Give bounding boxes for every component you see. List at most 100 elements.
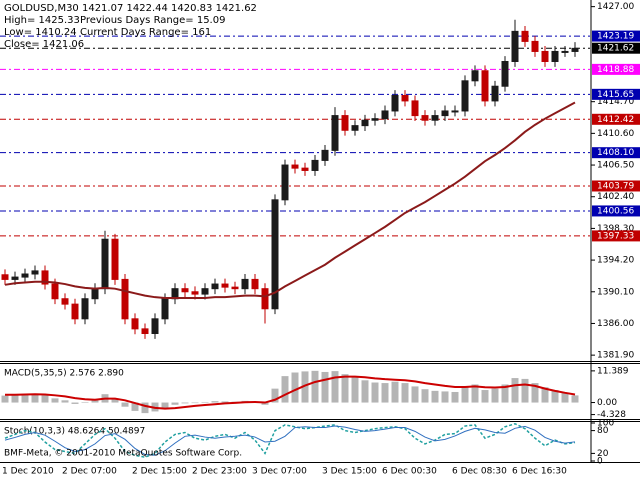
macd-bar [381, 383, 389, 403]
candle-body [371, 118, 379, 121]
y-tick-label: 1406.50 [597, 161, 634, 171]
candle-body [531, 40, 539, 52]
macd-bar [521, 378, 529, 403]
level-box [592, 63, 640, 75]
copyright: BMF-Meta, © 2001-2010 MetaQuotes Softwar… [4, 449, 242, 459]
close-label: Close= 1421.06 [4, 39, 84, 50]
level-box [592, 180, 640, 192]
macd-bar [181, 402, 189, 404]
macd-bar [401, 383, 409, 403]
candle-body [1, 274, 9, 280]
macd-bar [461, 387, 469, 403]
y-tick-label: 1394.20 [597, 256, 634, 266]
macd-bar [81, 401, 89, 403]
candle-body [111, 238, 119, 280]
level-label: 1400.56 [597, 206, 634, 216]
macd-bar [371, 382, 379, 403]
indicator-line [4, 425, 576, 456]
candle-body [141, 328, 149, 335]
candle-body [201, 288, 209, 295]
candle-body [251, 278, 259, 290]
macd-bar [11, 394, 19, 403]
level-box [592, 88, 640, 100]
level-label: 1421.62 [597, 44, 634, 54]
macd-bar [131, 402, 139, 411]
indicator-line [4, 422, 576, 458]
y-tick-label: 20 [597, 449, 609, 459]
candle-body [471, 70, 479, 82]
level-box [592, 30, 640, 42]
macd-bar [261, 402, 269, 405]
candle-body [551, 50, 559, 62]
candle-body [151, 318, 159, 334]
level-box [592, 230, 640, 242]
header: GOLDUSD,M30 1421.07 1422.44 1420.83 1421… [4, 3, 257, 50]
y-tick-label: 1386.00 [597, 319, 634, 329]
macd-bar [271, 388, 279, 403]
macd-bar [171, 402, 179, 405]
macd-bar [221, 401, 229, 403]
level-label: 1397.33 [597, 231, 634, 241]
macd-bar [541, 387, 549, 403]
macd-bar [441, 391, 449, 403]
level-label: 1412.42 [597, 115, 634, 125]
candle-body [501, 61, 509, 87]
y-tick-label: 1414.70 [597, 97, 634, 107]
macd-bar [1, 395, 9, 403]
macd-bar [431, 390, 439, 403]
candle-body [271, 199, 279, 310]
x-tick-label: 1 Dec 2010 [2, 467, 54, 477]
low-label: Low= 1410.24 [4, 27, 77, 38]
candle-body [451, 110, 459, 113]
candle-body [351, 125, 359, 131]
candle-body [261, 288, 269, 310]
level-box [592, 113, 640, 125]
macd-bar [281, 376, 289, 403]
macd-bar [561, 392, 569, 403]
candle-body [221, 283, 229, 288]
macd-bar [211, 401, 219, 403]
panel-title: Stoch(10,3,3) 48.6264 50.4897 [4, 427, 145, 437]
candle-body [11, 276, 19, 280]
x-tick-label: 6 Dec 16:30 [512, 467, 567, 477]
y-tick-label: 80 [597, 426, 609, 436]
macd-bar [91, 400, 99, 403]
macd-bar [21, 394, 29, 403]
macd-bar [501, 384, 509, 403]
y-tick-label: 100 [597, 419, 614, 429]
panel-title: MACD(5,35,5) 2.576 2.890 [4, 369, 124, 379]
candle-body [231, 286, 239, 290]
macd-bar [341, 374, 349, 403]
candle-body [391, 95, 399, 112]
y-tick-label: 0 [597, 457, 603, 467]
candle-body [411, 100, 419, 117]
symbol-line: GOLDUSD,M30 1421.07 1422.44 1420.83 1421… [4, 3, 257, 14]
candle-body [361, 119, 369, 127]
candle-body [431, 115, 439, 121]
candle-body [31, 270, 39, 275]
candle-body [421, 115, 429, 121]
x-tick-label: 6 Dec 00:30 [382, 467, 437, 477]
macd-bar [551, 390, 559, 403]
x-tick-label: 6 Dec 08:30 [452, 467, 507, 477]
candle-body [191, 291, 199, 295]
candle-body [21, 273, 29, 278]
candle-body [441, 110, 449, 117]
macd-bar [121, 402, 129, 407]
macd-bar [471, 384, 479, 403]
candle-body [181, 288, 189, 293]
level-box [592, 147, 640, 159]
x-tick-label: 2 Dec 23:00 [192, 467, 247, 477]
macd-bar [481, 390, 489, 403]
x-tick-label: 2 Dec 07:00 [62, 467, 117, 477]
candle-body [521, 30, 529, 42]
candle-body [291, 164, 299, 169]
macd-bar [111, 398, 119, 403]
y-tick-label: -4.328 [597, 410, 626, 420]
level-label: 1415.65 [597, 90, 634, 100]
y-tick-label: 0.00 [597, 398, 617, 408]
y-tick-label: 1402.40 [597, 192, 634, 202]
x-tick-label: 2 Dec 15:00 [132, 467, 187, 477]
candle-body [121, 278, 129, 320]
